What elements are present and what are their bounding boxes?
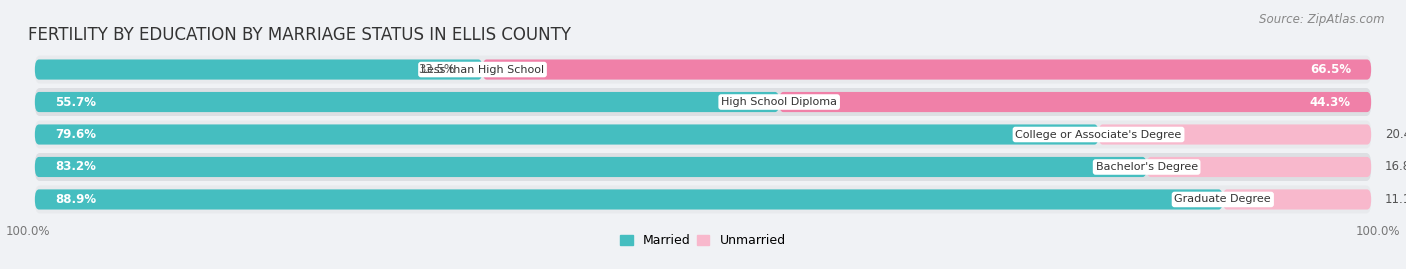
Text: 44.3%: 44.3% — [1310, 95, 1351, 108]
FancyBboxPatch shape — [35, 88, 1371, 116]
Text: 16.8%: 16.8% — [1385, 161, 1406, 174]
FancyBboxPatch shape — [779, 92, 1371, 112]
FancyBboxPatch shape — [35, 189, 1223, 210]
FancyBboxPatch shape — [35, 92, 779, 112]
Text: High School Diploma: High School Diploma — [721, 97, 837, 107]
Text: Source: ZipAtlas.com: Source: ZipAtlas.com — [1260, 13, 1385, 26]
Text: 33.5%: 33.5% — [419, 63, 456, 76]
FancyBboxPatch shape — [482, 59, 1371, 80]
Text: 88.9%: 88.9% — [55, 193, 96, 206]
Text: FERTILITY BY EDUCATION BY MARRIAGE STATUS IN ELLIS COUNTY: FERTILITY BY EDUCATION BY MARRIAGE STATU… — [28, 26, 571, 44]
FancyBboxPatch shape — [35, 153, 1371, 181]
Text: 83.2%: 83.2% — [55, 161, 96, 174]
FancyBboxPatch shape — [1147, 157, 1371, 177]
Text: 11.1%: 11.1% — [1385, 193, 1406, 206]
FancyBboxPatch shape — [35, 59, 482, 80]
FancyBboxPatch shape — [35, 121, 1371, 148]
FancyBboxPatch shape — [1098, 125, 1371, 144]
FancyBboxPatch shape — [1223, 189, 1371, 210]
FancyBboxPatch shape — [35, 125, 1098, 144]
Text: Less than High School: Less than High School — [420, 65, 544, 75]
Text: College or Associate's Degree: College or Associate's Degree — [1015, 129, 1181, 140]
Text: Bachelor's Degree: Bachelor's Degree — [1095, 162, 1198, 172]
FancyBboxPatch shape — [35, 56, 1371, 83]
Text: 79.6%: 79.6% — [55, 128, 96, 141]
FancyBboxPatch shape — [35, 157, 1147, 177]
Text: 55.7%: 55.7% — [55, 95, 96, 108]
Legend: Married, Unmarried: Married, Unmarried — [616, 229, 790, 252]
Text: 66.5%: 66.5% — [1310, 63, 1351, 76]
Text: Graduate Degree: Graduate Degree — [1174, 194, 1271, 204]
Text: 20.4%: 20.4% — [1385, 128, 1406, 141]
FancyBboxPatch shape — [35, 186, 1371, 213]
